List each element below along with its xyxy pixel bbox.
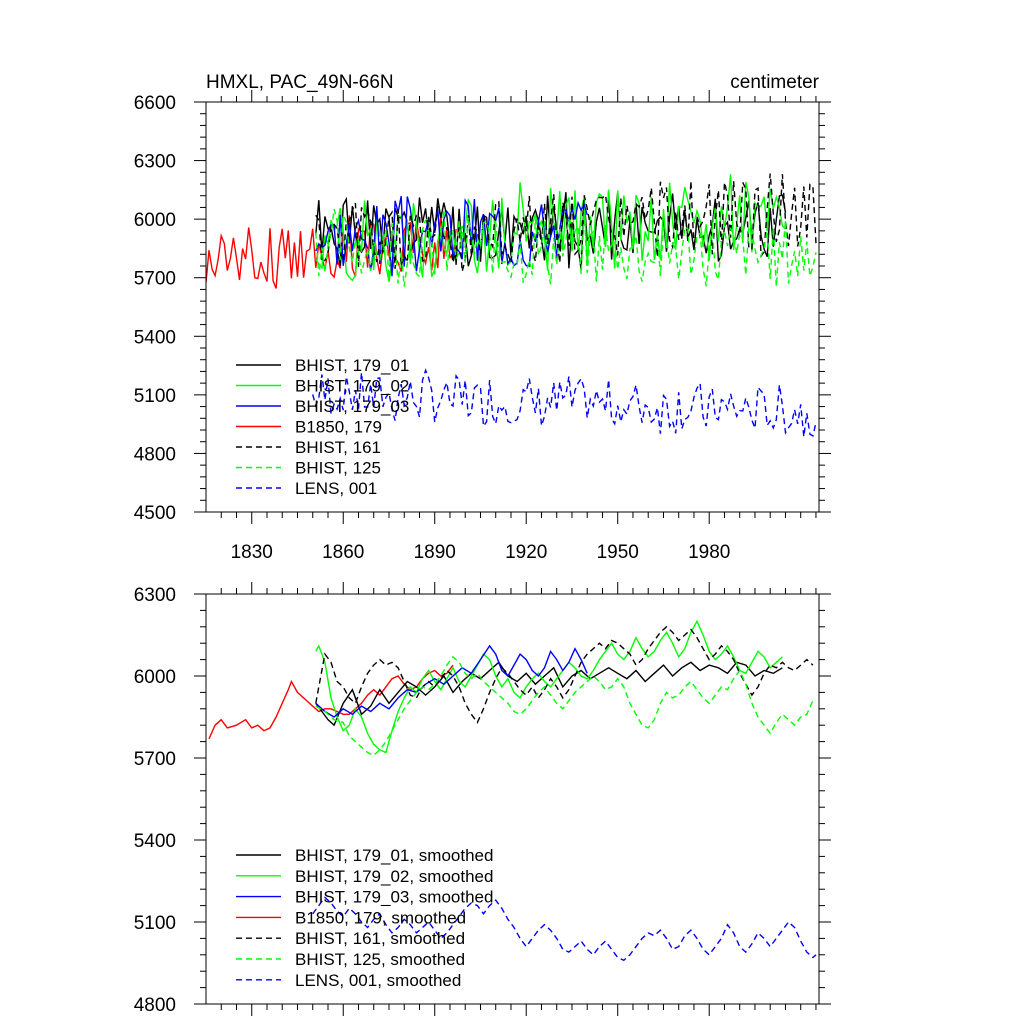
series-line-3	[315, 644, 588, 718]
legend-label: BHIST, 179_02, smoothed	[295, 867, 493, 886]
legend-label: BHIST, 179_01, smoothed	[295, 846, 493, 865]
y-tick-label: 5400	[134, 831, 176, 852]
x-tick-label: 1860	[322, 542, 364, 563]
y-tick-label: 5100	[134, 913, 176, 934]
x-tick-label: 1830	[231, 542, 273, 563]
series-line-1	[315, 661, 783, 727]
series-line-3	[315, 195, 588, 277]
x-tick-label: 1920	[505, 542, 547, 563]
chart-title: HMXL, PAC_49N-66N	[206, 72, 394, 93]
series-lines	[208, 619, 817, 962]
y-tick-label: 5100	[134, 386, 176, 407]
y-tick-label: 6300	[134, 152, 176, 173]
units-label: centimeter	[730, 72, 819, 93]
legend-label: BHIST, 179_03, smoothed	[295, 888, 493, 907]
series-line-2	[315, 174, 787, 282]
y-tick-label: 6300	[134, 585, 176, 606]
top-panel: 1830 1860 1890 1920 1950 1980 4500 4800 5100 5400…	[134, 90, 831, 563]
y-tick-label: 6600	[134, 93, 176, 114]
legend-label: LENS, 001, smoothed	[295, 971, 461, 990]
legend-label: BHIST, 179_01	[295, 356, 409, 375]
legend-label: BHIST, 161, smoothed	[295, 929, 465, 948]
y-tick-label: 6000	[134, 667, 176, 688]
y-tick-label: 4800	[134, 995, 176, 1016]
y-tick-label: 4500	[134, 503, 176, 524]
x-tick-label: 1950	[597, 542, 639, 563]
y-tick-label: 5400	[134, 327, 176, 348]
series-line-5	[315, 208, 817, 287]
series-line-4	[315, 625, 814, 724]
series-line-2	[315, 619, 783, 754]
plot-frame	[205, 593, 820, 1005]
legend-label: BHIST, 125, smoothed	[295, 950, 465, 969]
series-line-6	[312, 368, 817, 437]
y-tick-label: 4800	[134, 444, 176, 465]
legend-label: B1850, 179, smoothed	[295, 908, 466, 927]
series-line-5	[315, 655, 814, 757]
series-line-6	[312, 896, 817, 962]
x-tick-label: 1890	[414, 542, 456, 563]
series-line-4	[315, 173, 817, 272]
series-lines	[206, 173, 817, 437]
legend-label: LENS, 001	[295, 479, 377, 498]
y-tick-label: 5700	[134, 749, 176, 770]
series-line-0	[208, 664, 454, 740]
legend-label: BHIST, 125	[295, 459, 381, 478]
legend-label: BHIST, 179_02	[295, 377, 409, 396]
x-tick-label: 1980	[688, 542, 730, 563]
legend-label: BHIST, 179_03	[295, 397, 409, 416]
legend-label: B1850, 179	[295, 418, 382, 437]
y-tick-label: 5700	[134, 269, 176, 290]
bottom-panel: 4800 5100 5400 5700 6000 6300 BHIST, 179_01, s…	[134, 582, 831, 1016]
y-tick-label: 6000	[134, 210, 176, 231]
plot-frame	[205, 101, 820, 513]
legend-label: BHIST, 161	[295, 438, 381, 457]
